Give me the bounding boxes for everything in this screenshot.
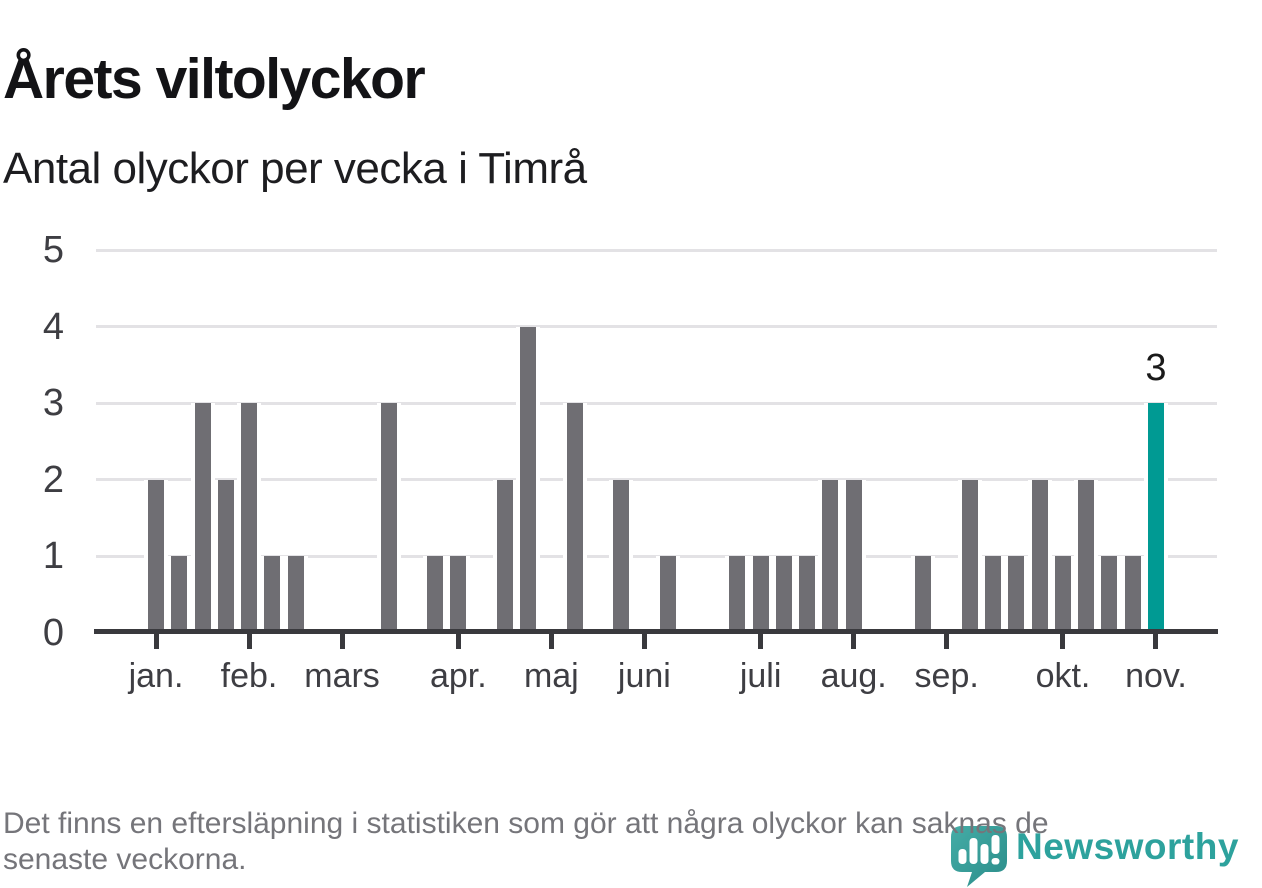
bar-week-44-highlight — [1143, 403, 1168, 629]
x-tick-feb — [246, 634, 252, 649]
bar-week-41 — [1074, 479, 1099, 629]
bar-week-37 — [981, 556, 1006, 629]
x-tick-nov — [1153, 634, 1159, 649]
bar-week-19 — [562, 403, 587, 629]
bar-week-42 — [1097, 556, 1122, 629]
bar-week-7 — [283, 556, 308, 629]
footer-note-line-1: Det finns en eftersläpning i statistiken… — [3, 807, 1049, 840]
bar-week-1 — [144, 479, 168, 629]
chart-title: Årets viltolyckor — [3, 47, 426, 112]
x-axis-label-jan: jan. — [128, 657, 184, 695]
footer-note-line-2: senaste veckorna. — [3, 843, 247, 876]
highlight-value-label: 3 — [1145, 347, 1167, 390]
x-tick-sep — [944, 634, 950, 649]
y-axis-label-1: 1 — [42, 535, 64, 578]
x-axis-line — [94, 629, 1218, 634]
x-tick-aug — [851, 634, 857, 649]
x-tick-juni — [641, 634, 647, 649]
x-axis-label-nov: nov. — [1125, 657, 1187, 695]
x-tick-maj — [548, 634, 554, 649]
x-axis-label-apr: apr. — [429, 657, 487, 695]
x-tick-jan — [153, 634, 159, 649]
x-axis-label-juli: juli — [739, 657, 782, 695]
bar-week-34 — [911, 556, 936, 629]
x-tick-mars — [339, 634, 345, 649]
x-tick-apr — [455, 634, 461, 649]
bar-week-3 — [190, 403, 215, 629]
y-axis-label-2: 2 — [42, 458, 64, 501]
gridline-5 — [96, 248, 1217, 252]
bar-week-16 — [492, 479, 517, 629]
x-axis-label-juni: juni — [617, 657, 671, 695]
gridline-3 — [96, 401, 1217, 405]
newsworthy-logo: Newsworthy — [951, 824, 1262, 887]
x-axis-label-feb: feb. — [220, 657, 278, 695]
bar-week-27 — [748, 556, 773, 629]
bar-week-43 — [1120, 556, 1145, 629]
y-axis-label-0: 0 — [42, 612, 64, 654]
bar-week-4 — [213, 479, 238, 629]
bar-week-11 — [376, 403, 401, 629]
newsworthy-speech-bubble-chart-icon — [951, 826, 1007, 887]
bar-week-39 — [1027, 479, 1052, 629]
bar-week-29 — [795, 556, 820, 629]
gridline-2 — [96, 478, 1217, 482]
x-axis-label-aug: aug. — [820, 657, 887, 695]
x-axis-label-mars: mars — [304, 657, 380, 695]
bar-week-5 — [237, 403, 262, 629]
x-tick-juli — [758, 634, 764, 649]
footer-note: Det finns en eftersläpning i statistiken… — [3, 806, 1253, 878]
gridline-4 — [96, 325, 1217, 329]
bar-week-2 — [167, 556, 192, 629]
bar-week-28 — [771, 556, 796, 629]
y-axis-label-4: 4 — [42, 305, 64, 348]
bar-week-40 — [1050, 556, 1075, 629]
bar-week-6 — [260, 556, 285, 629]
bar-week-26 — [725, 556, 750, 629]
bar-week-13 — [423, 556, 448, 629]
bar-week-21 — [609, 479, 634, 629]
bar-week-17 — [516, 326, 541, 629]
bar-week-23 — [655, 556, 680, 629]
bar-week-31 — [841, 479, 866, 629]
x-axis-label-maj: maj — [523, 657, 579, 695]
bar-week-38 — [1004, 556, 1029, 629]
y-axis-label-3: 3 — [42, 382, 64, 425]
bar-week-14 — [446, 556, 471, 629]
newsworthy-wordmark: Newsworthy — [1016, 826, 1239, 867]
bar-week-30 — [818, 479, 843, 629]
chart-subtitle: Antal olyckor per vecka i Timrå — [3, 144, 587, 193]
x-tick-okt — [1060, 634, 1066, 649]
bar-week-36 — [957, 479, 982, 629]
x-axis-label-okt: okt. — [1035, 657, 1091, 695]
x-axis-label-sep: sep. — [914, 657, 979, 695]
y-axis-label-5: 5 — [42, 229, 64, 271]
